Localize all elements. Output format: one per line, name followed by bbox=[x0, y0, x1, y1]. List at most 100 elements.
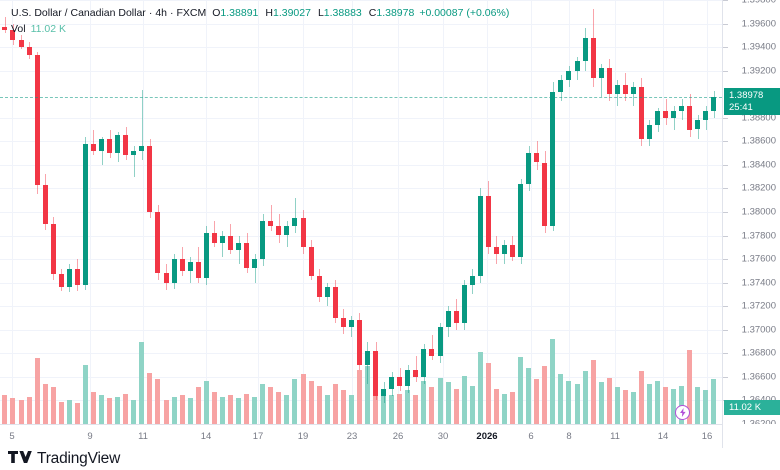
price-tick-mark bbox=[723, 117, 728, 119]
candle-body bbox=[34, 54, 40, 185]
volume-bar bbox=[373, 372, 378, 424]
candle-body bbox=[131, 150, 137, 156]
candle-body bbox=[590, 37, 596, 78]
candle-body bbox=[703, 110, 709, 121]
gridline-vertical bbox=[663, 0, 664, 424]
candle-body bbox=[679, 106, 685, 111]
price-tick-mark bbox=[723, 306, 728, 308]
bar-countdown: 25:41 bbox=[729, 101, 753, 113]
volume-bar bbox=[364, 366, 370, 424]
lightning-bolt-icon[interactable] bbox=[675, 405, 690, 420]
volume-bar bbox=[324, 395, 330, 424]
candle-wick bbox=[239, 235, 240, 264]
gridline-vertical bbox=[352, 0, 353, 424]
candle-body bbox=[155, 212, 161, 274]
high-value: H1.39027 bbox=[265, 7, 311, 19]
price-tick-mark bbox=[723, 259, 728, 261]
candle-body bbox=[268, 221, 274, 227]
volume-bar bbox=[429, 387, 435, 424]
candle-body bbox=[276, 226, 282, 236]
volume-bar bbox=[469, 385, 475, 424]
volume-bar bbox=[91, 392, 96, 424]
exchange-label[interactable]: FXCM bbox=[176, 7, 207, 19]
volume-bar bbox=[252, 396, 258, 424]
candle-wick bbox=[271, 204, 272, 231]
price-axis[interactable]: 1.38978 25:41 11.02 K 1.39800 1.39600 1.39… bbox=[722, 0, 780, 430]
candle-body bbox=[308, 247, 314, 276]
candle-body bbox=[453, 310, 459, 323]
candle-body bbox=[252, 259, 258, 269]
volume-bar bbox=[50, 387, 56, 424]
candle-body bbox=[66, 268, 72, 288]
volume-bar bbox=[381, 392, 387, 424]
legend-separator-2: · bbox=[170, 7, 174, 19]
volume-bar bbox=[332, 384, 338, 424]
volume-bar bbox=[147, 372, 153, 424]
change-percent: (+0.06%) bbox=[466, 7, 510, 19]
symbol-name[interactable]: U.S. Dollar / Canadian Dollar bbox=[11, 7, 146, 19]
candle-body bbox=[485, 195, 491, 248]
candle-body bbox=[566, 70, 572, 81]
candle-body bbox=[228, 235, 233, 250]
candle-body bbox=[405, 369, 411, 387]
candle-body bbox=[107, 139, 113, 154]
volume-bar bbox=[550, 339, 556, 424]
price-axis-tick: 1.37000 bbox=[741, 324, 776, 336]
candle-body bbox=[638, 87, 644, 139]
candle-body bbox=[163, 273, 169, 283]
candle-body bbox=[477, 195, 483, 276]
chart-plot-area[interactable] bbox=[0, 0, 722, 424]
low-value: L1.38883 bbox=[317, 7, 362, 19]
gridline-horizontal bbox=[0, 188, 722, 190]
candle-body bbox=[10, 30, 16, 40]
volume-bar bbox=[663, 387, 669, 424]
price-tick-mark bbox=[723, 353, 728, 355]
candle-body bbox=[510, 245, 515, 257]
price-axis-tick: 1.37400 bbox=[741, 277, 776, 289]
volume-bar bbox=[139, 342, 145, 424]
candle-body bbox=[300, 217, 306, 248]
volume-bar bbox=[42, 384, 48, 424]
price-axis-tick: 1.39600 bbox=[741, 18, 776, 30]
legend-separator-1: · bbox=[148, 7, 153, 19]
volume-bar bbox=[687, 350, 693, 424]
candle-body bbox=[461, 285, 467, 323]
volume-bar bbox=[485, 363, 491, 424]
price-axis-tick: 1.37800 bbox=[741, 230, 776, 242]
candle-body bbox=[324, 287, 330, 297]
volume-bar bbox=[284, 395, 290, 424]
price-tick-mark bbox=[723, 282, 728, 284]
candle-body bbox=[429, 348, 435, 356]
time-axis[interactable]: 5 9 11 14 17 19 23 26 30 2026 6 8 11 14 16 bbox=[0, 424, 780, 448]
volume-bar bbox=[26, 396, 32, 424]
volume-bar bbox=[574, 384, 580, 424]
gridline-horizontal bbox=[0, 70, 722, 72]
candle-body bbox=[115, 135, 121, 154]
volume-bar bbox=[66, 400, 72, 424]
candle-body bbox=[236, 242, 241, 250]
volume-bar bbox=[300, 374, 306, 424]
candle-body bbox=[332, 287, 338, 318]
gridline-horizontal bbox=[0, 47, 722, 49]
time-axis-tick: 5 bbox=[9, 431, 15, 442]
gridline-horizontal bbox=[0, 23, 722, 25]
candle-body bbox=[582, 37, 588, 62]
candle-body bbox=[381, 388, 387, 396]
candle-wick bbox=[93, 129, 94, 156]
volume-bar bbox=[10, 398, 16, 424]
tradingview-footer[interactable]: TradingView bbox=[8, 449, 120, 469]
volume-bar bbox=[228, 395, 233, 424]
candle-body bbox=[211, 233, 217, 243]
volume-bar bbox=[413, 395, 419, 424]
candle-body bbox=[99, 139, 104, 151]
candle-body bbox=[558, 80, 564, 92]
candle-body bbox=[413, 369, 419, 377]
candle-body bbox=[147, 146, 153, 212]
price-axis-tick: 1.38600 bbox=[741, 135, 776, 147]
volume-bar bbox=[340, 390, 346, 424]
price-tick-mark bbox=[723, 235, 728, 237]
volume-bar bbox=[566, 380, 572, 424]
candle-body bbox=[171, 259, 177, 283]
interval-label[interactable]: 4h bbox=[155, 7, 167, 19]
